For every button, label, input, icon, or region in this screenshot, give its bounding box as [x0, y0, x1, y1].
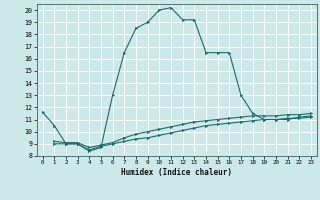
X-axis label: Humidex (Indice chaleur): Humidex (Indice chaleur): [121, 168, 232, 177]
